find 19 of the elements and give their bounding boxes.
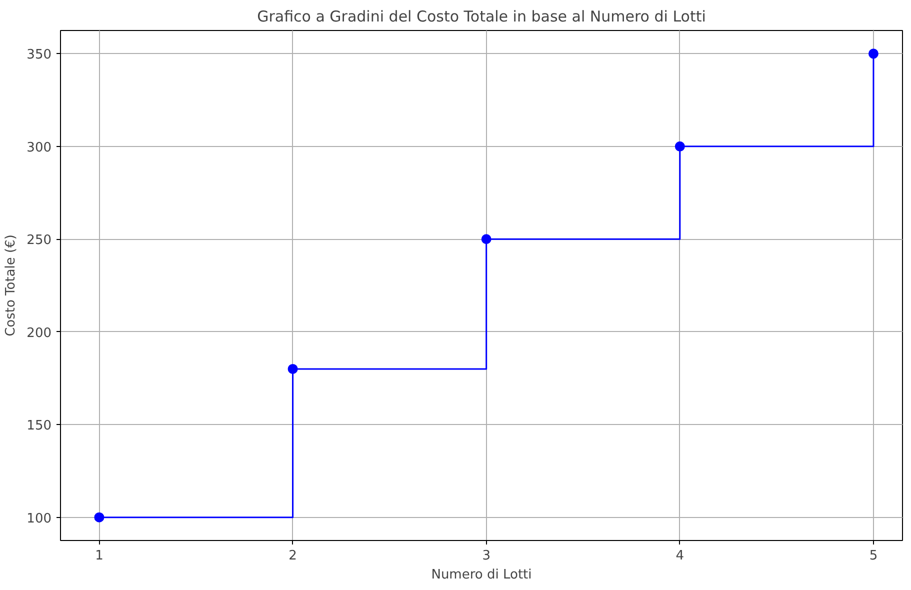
y-tick-label: 100 xyxy=(26,511,52,526)
y-tick-label: 300 xyxy=(26,140,52,156)
x-axis-title: Numero di Lotti xyxy=(431,568,532,582)
x-tick-label: 2 xyxy=(288,548,297,564)
x-tick-label: 3 xyxy=(482,548,490,564)
y-tick-label: 350 xyxy=(26,48,52,63)
x-tick-label: 4 xyxy=(676,548,684,564)
x-tick-label: 5 xyxy=(869,548,878,564)
point xyxy=(868,48,878,59)
y-tick-label: 250 xyxy=(26,233,52,248)
y-tick-label: 200 xyxy=(26,326,52,341)
point xyxy=(674,141,685,152)
y-tick-label: 150 xyxy=(26,418,52,434)
x-tick-label: 1 xyxy=(95,548,104,564)
chart-title: Grafico a Gradini del Costo Totale in base al Numero di Lotti xyxy=(257,8,706,26)
point xyxy=(481,234,492,244)
point xyxy=(288,364,298,374)
y-axis-title: Costo Totale (€) xyxy=(4,234,19,336)
point xyxy=(94,512,104,522)
